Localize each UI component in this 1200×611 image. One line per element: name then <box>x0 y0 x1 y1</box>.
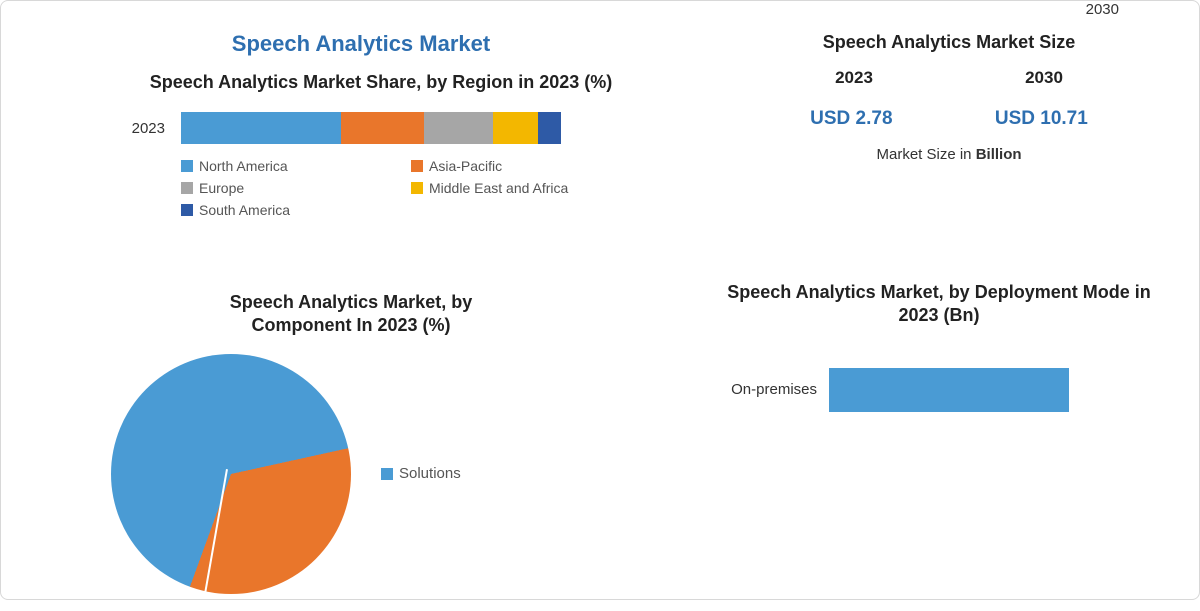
legend-label: Middle East and Africa <box>429 180 568 196</box>
bar-segment <box>493 112 539 144</box>
legend-item: Europe <box>181 180 371 196</box>
pie-wrap <box>111 354 351 594</box>
size-year-0: 2023 <box>835 68 873 88</box>
page-title: Speech Analytics Market <box>1 31 721 57</box>
legend-item: Solutions <box>381 465 571 482</box>
size-unit: Market Size in Billion <box>759 146 1139 163</box>
bar-segment <box>424 112 492 144</box>
bar-segment <box>538 112 561 144</box>
deployment-label: On-premises <box>719 381 829 398</box>
size-value-row: USD 2.78 USD 10.71 <box>759 108 1139 130</box>
legend-swatch <box>181 160 193 172</box>
size-year-row: 2023 2030 <box>759 68 1139 88</box>
share-chart: Speech Analytics Market Share, by Region… <box>121 71 641 218</box>
pie-chart-title: Speech Analytics Market, by Component In… <box>181 291 521 338</box>
deployment-chart-title: Speech Analytics Market, by Deployment M… <box>719 281 1159 328</box>
stacked-bar <box>181 112 561 144</box>
legend-item: North America <box>181 158 371 174</box>
legend-label: North America <box>199 158 288 174</box>
legend-swatch <box>181 204 193 216</box>
legend-swatch <box>181 182 193 194</box>
header-year: 2030 <box>1086 1 1119 18</box>
legend-item: South America <box>181 202 371 218</box>
legend-swatch <box>411 182 423 194</box>
share-bar-row: 2023 <box>121 112 641 144</box>
legend-swatch <box>381 468 393 480</box>
legend-label: Solutions <box>399 465 461 482</box>
share-year-label: 2023 <box>121 120 181 137</box>
size-unit-prefix: Market Size in <box>876 146 975 163</box>
pie <box>111 354 351 594</box>
legend-item: Asia-Pacific <box>411 158 601 174</box>
market-size-panel: Speech Analytics Market Size 2023 2030 U… <box>759 31 1139 163</box>
size-year-1: 2030 <box>1025 68 1063 88</box>
bar-segment <box>341 112 425 144</box>
deployment-bars: On-premises <box>719 368 1159 568</box>
pie-chart: Speech Analytics Market, by Component In… <box>91 291 611 594</box>
deployment-bar <box>829 368 1069 412</box>
size-value-1: USD 10.71 <box>995 108 1088 130</box>
legend-swatch <box>411 160 423 172</box>
size-title: Speech Analytics Market Size <box>759 31 1139 54</box>
deployment-row: On-premises <box>839 368 1159 412</box>
size-value-0: USD 2.78 <box>810 108 892 130</box>
bar-segment <box>181 112 341 144</box>
legend-label: Asia-Pacific <box>429 158 502 174</box>
pie-legend: Solutions <box>351 465 571 482</box>
legend-label: Europe <box>199 180 244 196</box>
legend-item: Middle East and Africa <box>411 180 601 196</box>
share-legend: North America Asia-Pacific Europe Middle Ea… <box>121 158 641 218</box>
deployment-chart: Speech Analytics Market, by Deployment M… <box>719 281 1159 568</box>
legend-label: South America <box>199 202 290 218</box>
size-unit-bold: Billion <box>976 146 1022 163</box>
share-chart-title: Speech Analytics Market Share, by Region… <box>121 71 641 94</box>
